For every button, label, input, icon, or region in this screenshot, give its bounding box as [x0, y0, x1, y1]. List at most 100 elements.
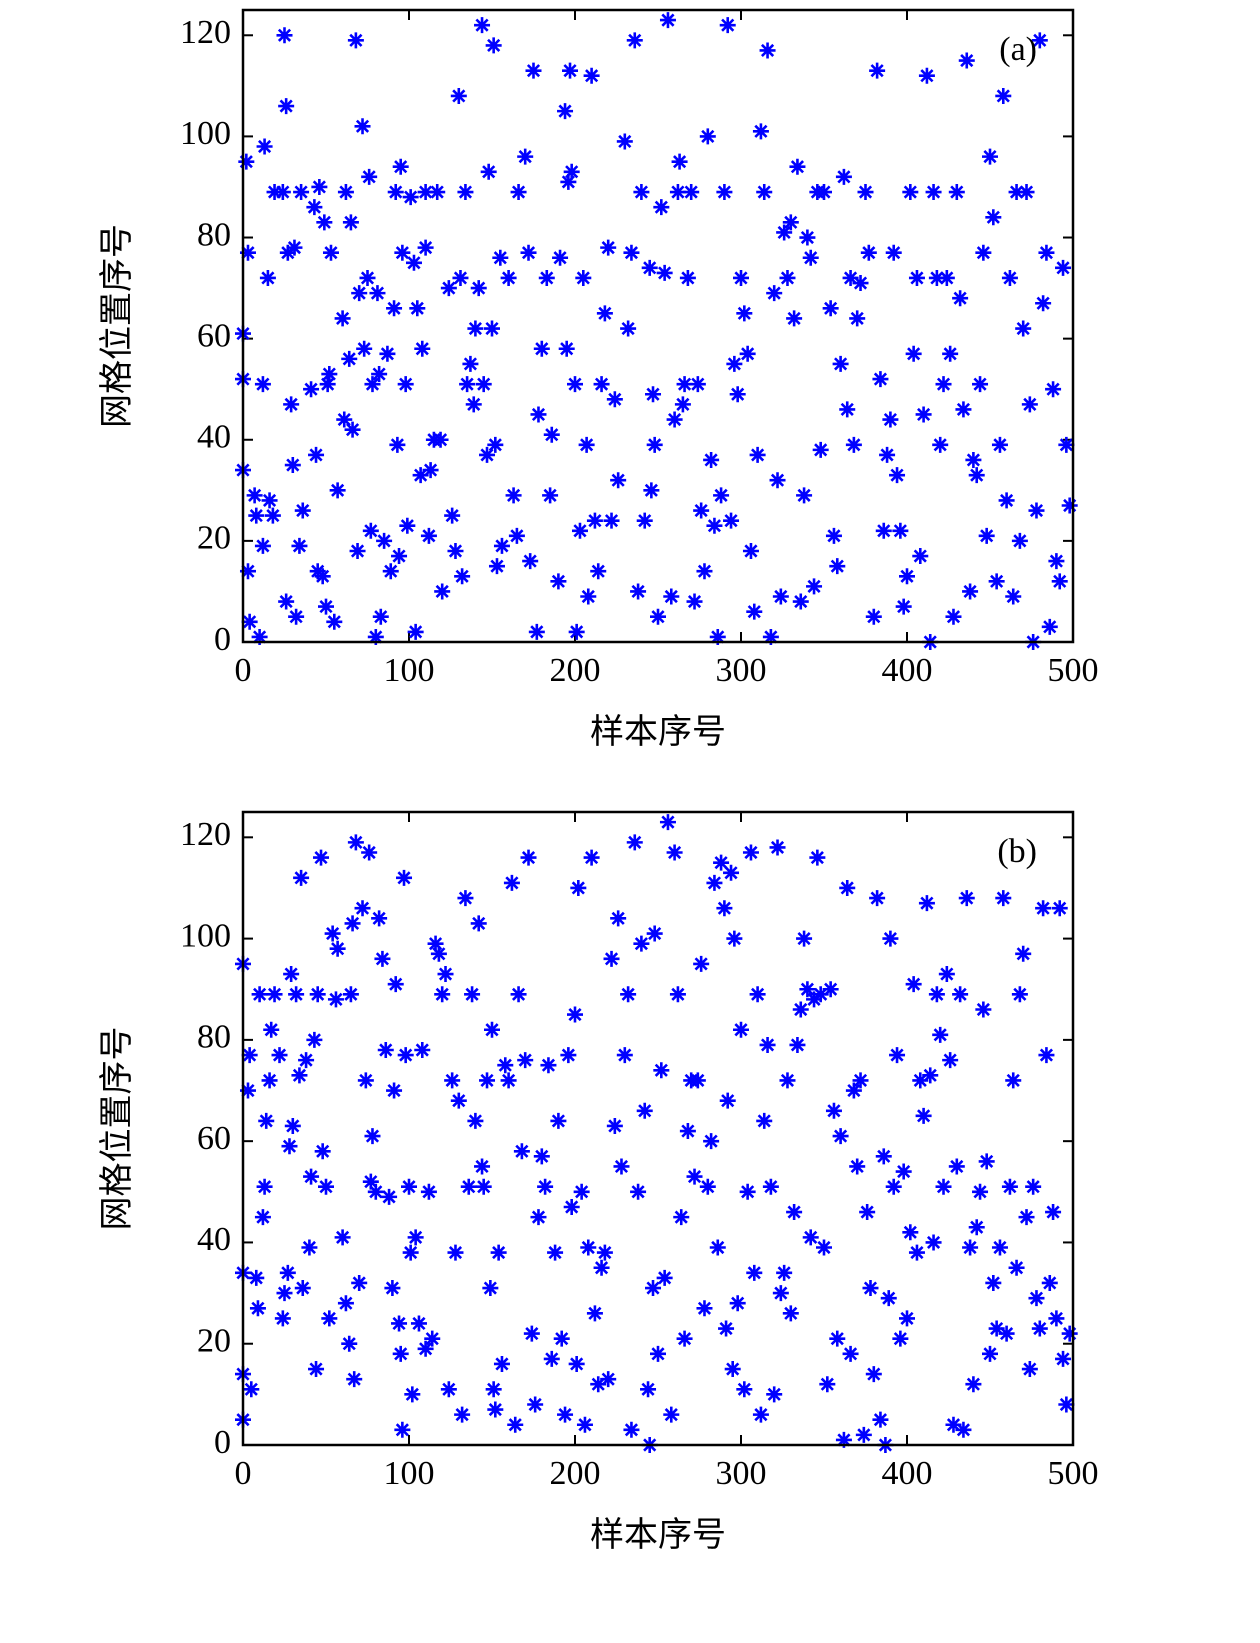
data-point — [452, 269, 469, 286]
data-point — [279, 244, 296, 261]
data-point — [955, 1421, 972, 1438]
data-point — [279, 1264, 296, 1281]
data-point — [354, 118, 371, 135]
data-point — [334, 310, 351, 327]
data-point — [557, 1406, 574, 1423]
data-point — [842, 1345, 859, 1362]
data-point — [575, 269, 592, 286]
data-point — [560, 173, 577, 190]
data-point — [336, 411, 353, 428]
data-point — [885, 244, 902, 261]
data-point — [776, 1264, 793, 1281]
data-point — [462, 355, 479, 372]
data-point — [485, 37, 502, 54]
data-point — [885, 1178, 902, 1195]
data-point — [391, 548, 408, 565]
data-point — [533, 1148, 550, 1165]
data-point — [274, 1310, 291, 1327]
data-point — [422, 462, 439, 479]
data-point — [835, 1431, 852, 1448]
data-point — [560, 1047, 577, 1064]
data-point — [321, 1310, 338, 1327]
data-point — [1028, 502, 1045, 519]
data-point — [600, 1371, 617, 1388]
data-point — [479, 446, 496, 463]
data-point — [405, 254, 422, 271]
data-point — [402, 1244, 419, 1261]
data-point — [852, 1072, 869, 1089]
data-point — [362, 522, 379, 539]
data-point — [845, 1082, 862, 1099]
data-point — [567, 1006, 583, 1023]
data-point — [988, 573, 1005, 590]
data-point — [674, 396, 691, 413]
data-point — [776, 224, 793, 241]
data-point — [397, 1047, 414, 1064]
data-point — [372, 608, 389, 625]
data-point — [829, 1330, 846, 1347]
data-point — [376, 532, 393, 549]
data-point — [1031, 1320, 1048, 1337]
data-point — [610, 472, 627, 489]
data-point — [593, 1259, 610, 1276]
data-point — [386, 1082, 403, 1099]
data-point — [693, 955, 710, 972]
data-point — [488, 558, 505, 575]
data-point — [799, 229, 816, 246]
data-point — [978, 1153, 995, 1170]
data-point — [344, 421, 361, 438]
data-point — [636, 1102, 653, 1119]
data-point — [918, 895, 935, 912]
data-point — [429, 184, 446, 201]
data-point — [254, 537, 271, 554]
data-point — [283, 396, 300, 413]
data-point — [396, 869, 413, 886]
data-point — [327, 991, 344, 1008]
data-point — [361, 844, 378, 861]
data-point — [246, 487, 263, 504]
data-point — [434, 583, 451, 600]
data-point — [238, 153, 255, 170]
data-point — [485, 1381, 502, 1398]
data-point — [786, 310, 803, 327]
data-point — [645, 386, 662, 403]
x-tick-label: 500 — [1048, 652, 1099, 689]
data-point — [399, 517, 416, 534]
data-point — [709, 628, 726, 645]
data-point — [291, 1067, 308, 1084]
data-point — [756, 1112, 773, 1129]
data-point — [739, 345, 756, 362]
data-point — [432, 431, 449, 448]
data-point — [424, 1330, 441, 1347]
data-point — [832, 1128, 849, 1145]
data-point — [371, 910, 388, 927]
data-point — [942, 345, 959, 362]
x-tick-label: 200 — [550, 1455, 601, 1492]
data-point — [284, 457, 301, 474]
data-point — [782, 214, 799, 231]
data-point — [326, 613, 343, 630]
data-point — [517, 148, 534, 165]
data-point — [465, 396, 482, 413]
data-point — [459, 376, 476, 393]
data-point — [922, 1067, 939, 1084]
data-point — [367, 628, 384, 645]
data-point — [719, 1092, 736, 1109]
data-point — [958, 52, 975, 69]
data-point — [580, 588, 597, 605]
data-point — [1045, 1204, 1062, 1221]
data-point — [533, 340, 550, 357]
data-point — [412, 467, 429, 484]
y-tick-label: 20 — [197, 520, 231, 557]
x-tick-label: 400 — [882, 1455, 933, 1492]
data-point — [382, 563, 399, 580]
data-point — [342, 986, 359, 1003]
data-point — [437, 966, 454, 983]
data-point — [865, 608, 882, 625]
data-point — [689, 1072, 706, 1089]
data-point — [306, 1031, 323, 1048]
x-tick-label: 100 — [384, 1455, 435, 1492]
data-point — [334, 1229, 351, 1246]
data-point — [356, 340, 373, 357]
data-point — [889, 1047, 906, 1064]
